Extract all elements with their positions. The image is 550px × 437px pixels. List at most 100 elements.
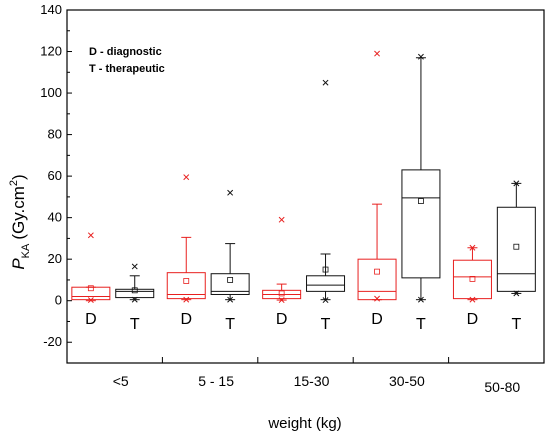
box-group-label: T bbox=[321, 316, 331, 333]
x-category-label: 30-50 bbox=[389, 373, 425, 389]
box-group-label: T bbox=[416, 316, 426, 333]
box-d: D bbox=[357, 50, 397, 328]
box-group-label: T bbox=[130, 316, 140, 333]
y-tick-label: 0 bbox=[55, 293, 62, 308]
box-t: T bbox=[115, 263, 155, 333]
max-marker bbox=[278, 216, 285, 223]
y-tick-label: -20 bbox=[43, 334, 62, 349]
x-category-label: 5 - 15 bbox=[198, 373, 234, 389]
plot-area-frame bbox=[66, 9, 545, 364]
legend: D - diagnostic T - therapeutic bbox=[89, 46, 165, 75]
min-marker bbox=[131, 296, 138, 303]
marker-stroke bbox=[131, 296, 138, 303]
box-group-label: D bbox=[371, 311, 383, 328]
y-axis-title-close: ) bbox=[9, 174, 28, 180]
box-group-label: D bbox=[276, 311, 288, 328]
box-iqr bbox=[357, 258, 397, 301]
mean-marker bbox=[469, 276, 476, 282]
box-t: T bbox=[401, 53, 441, 333]
y-axis-title-sup: 2 bbox=[8, 180, 20, 186]
max-marker bbox=[131, 263, 138, 270]
marker-stroke bbox=[278, 297, 285, 304]
box-iqr bbox=[166, 272, 206, 300]
max-marker bbox=[87, 232, 94, 239]
box-group-label: D bbox=[467, 311, 479, 328]
marker-stroke bbox=[87, 232, 94, 239]
min-marker bbox=[278, 297, 285, 304]
x-axis: <5 5 - 15 15-30 30-50 50-80 bbox=[66, 357, 545, 395]
y-tick-label: 120 bbox=[40, 44, 62, 59]
y-tick-label: 40 bbox=[48, 210, 62, 225]
x-category-label: 15-30 bbox=[294, 373, 330, 389]
marker-stroke bbox=[469, 296, 476, 303]
mean-marker bbox=[183, 278, 190, 284]
box-d: D bbox=[262, 216, 302, 328]
max-marker bbox=[227, 189, 234, 196]
box-group-label: D bbox=[180, 311, 192, 328]
box-t: T bbox=[496, 180, 536, 333]
y-axis: -20 0 20 40 60 80 100 120 140 bbox=[40, 2, 72, 349]
box-iqr bbox=[452, 259, 492, 300]
marker-stroke bbox=[278, 216, 285, 223]
mean-marker bbox=[513, 243, 520, 250]
mean-marker bbox=[278, 290, 285, 297]
y-axis-title-unit: (Gy.cm bbox=[9, 186, 28, 240]
min-marker bbox=[87, 297, 94, 304]
legend-item-therapeutic: T - therapeutic bbox=[89, 63, 165, 75]
marker-stroke bbox=[227, 296, 234, 303]
mean-marker bbox=[418, 198, 424, 204]
y-axis-title-main: P bbox=[9, 258, 28, 270]
mean-marker bbox=[131, 287, 138, 294]
max-marker bbox=[183, 174, 190, 181]
box-iqr bbox=[71, 286, 111, 301]
y-tick-label: 60 bbox=[48, 168, 62, 183]
y-axis-title: PKA (Gy.cm2) bbox=[8, 174, 32, 269]
min-marker bbox=[374, 295, 381, 302]
max-marker bbox=[322, 79, 329, 86]
marker-stroke bbox=[374, 50, 381, 57]
x-category-label: 50-80 bbox=[484, 379, 520, 395]
box-group-label: T bbox=[511, 316, 521, 333]
box-d: D bbox=[71, 232, 111, 328]
max-marker bbox=[417, 53, 424, 60]
marker-stroke bbox=[183, 296, 190, 303]
mean-marker bbox=[227, 277, 234, 283]
box-iqr bbox=[401, 169, 441, 279]
svg-text:PKA(Gy.cm2): PKA (Gy.cm2) bbox=[8, 174, 32, 269]
marker-stroke bbox=[417, 53, 424, 60]
min-marker bbox=[322, 297, 329, 304]
marker-stroke bbox=[322, 297, 329, 304]
y-tick-label: 140 bbox=[40, 2, 62, 17]
marker-stroke bbox=[322, 79, 329, 86]
box-d: D bbox=[166, 174, 206, 328]
max-marker bbox=[513, 180, 520, 187]
marker-stroke bbox=[513, 180, 520, 187]
box-group-label: D bbox=[85, 311, 97, 328]
box-iqr bbox=[115, 288, 155, 299]
box-group-label: T bbox=[225, 316, 235, 333]
min-marker bbox=[417, 296, 424, 303]
marker-stroke bbox=[227, 189, 234, 196]
box-iqr bbox=[210, 273, 250, 295]
y-tick-label: 100 bbox=[40, 85, 62, 100]
marker-stroke bbox=[131, 263, 138, 270]
y-axis-title-sub: KA bbox=[20, 243, 32, 258]
box-t: T bbox=[306, 79, 346, 333]
min-marker bbox=[183, 296, 190, 303]
box-t: T bbox=[210, 189, 250, 333]
marker-stroke bbox=[513, 290, 520, 297]
min-marker bbox=[469, 296, 476, 303]
box-iqr bbox=[496, 206, 536, 292]
y-tick-label: 20 bbox=[48, 251, 62, 266]
marker-stroke bbox=[374, 295, 381, 302]
box-d: D bbox=[452, 244, 492, 328]
y-tick-label: 80 bbox=[48, 127, 62, 142]
marker-stroke bbox=[87, 297, 94, 304]
mean-marker bbox=[374, 268, 380, 275]
marker-stroke bbox=[469, 244, 476, 251]
marker-stroke bbox=[417, 296, 424, 303]
box-iqr bbox=[306, 275, 346, 292]
min-marker bbox=[513, 290, 520, 297]
